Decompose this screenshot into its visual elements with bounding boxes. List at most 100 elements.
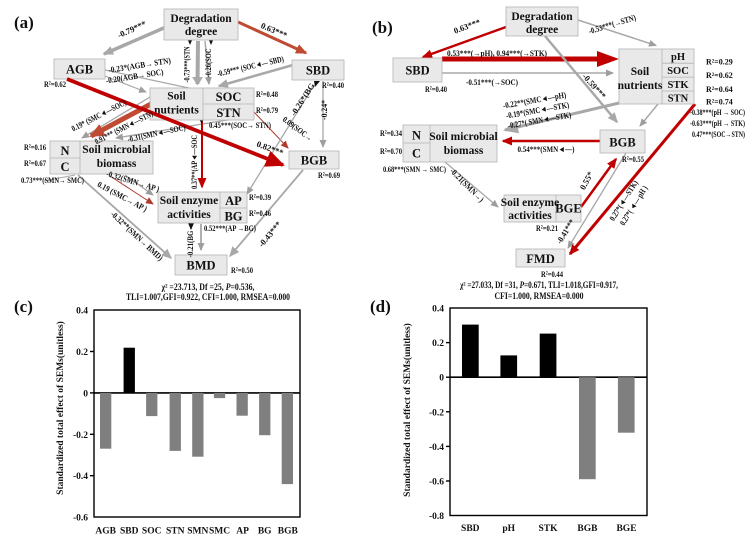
svg-text:C: C <box>412 147 421 161</box>
svg-text:R²=0.21: R²=0.21 <box>536 223 558 233</box>
svg-text:R²=0.55: R²=0.55 <box>622 154 644 164</box>
svg-text:SBD: SBD <box>461 524 480 534</box>
svg-text:biomass: biomass <box>97 158 137 170</box>
svg-text:SOC: SOC <box>142 527 162 537</box>
svg-text:(d): (d) <box>370 297 391 316</box>
svg-text:Soil: Soil <box>167 91 186 103</box>
svg-text:-0.4: -0.4 <box>429 443 444 453</box>
svg-text:0.73***(SMN→ SMC): 0.73***(SMN→ SMC) <box>21 175 84 185</box>
svg-text:FMD: FMD <box>526 252 554 266</box>
svg-text:STN: STN <box>216 106 240 120</box>
svg-text:BGE: BGE <box>555 202 581 216</box>
svg-text:χ² =27.033, Df =31, P=0.671, T: χ² =27.033, Df =31, P=0.671, TLI=1.018,G… <box>459 280 618 290</box>
svg-text:N: N <box>412 129 421 143</box>
svg-text:TLI=1.007,GFI=0.922, CFI=1.000: TLI=1.007,GFI=0.922, CFI=1.000, RMSEA=0.… <box>126 292 290 302</box>
svg-text:AP: AP <box>236 527 249 537</box>
svg-text:Soil enzyme: Soil enzyme <box>501 197 559 209</box>
svg-text:BGB: BGB <box>301 154 327 168</box>
svg-text:STN: STN <box>166 527 185 537</box>
svg-text:nutrients: nutrients <box>618 80 663 92</box>
svg-text:-0.2: -0.2 <box>429 408 444 418</box>
svg-text:-0.43***: -0.43*** <box>256 219 283 249</box>
svg-text:Standardized total effect of: Standardized total effect of SEMs(unitle… <box>402 323 413 497</box>
svg-text:Degradation: Degradation <box>511 11 573 23</box>
svg-text:-0.21(BG: -0.21(BG <box>185 230 195 257</box>
svg-text:-0.24*: -0.24* <box>319 100 329 120</box>
svg-text:SMN: SMN <box>187 527 208 537</box>
svg-text:R²=0.48: R²=0.48 <box>256 89 278 99</box>
svg-text:0: 0 <box>83 389 88 399</box>
svg-text:AP: AP <box>225 194 242 208</box>
svg-text:pH: pH <box>502 524 515 534</box>
svg-text:R²=0.44: R²=0.44 <box>541 269 564 279</box>
svg-text:Soil: Soil <box>631 66 650 78</box>
svg-text:R²=0.50: R²=0.50 <box>231 265 253 275</box>
svg-text:R²=0.79: R²=0.79 <box>256 105 278 115</box>
svg-text:R²=0.69: R²=0.69 <box>318 170 340 180</box>
svg-text:(c): (c) <box>14 297 33 316</box>
svg-text:-0.2: -0.2 <box>73 431 88 441</box>
svg-text:0.47***(SOC→STN): 0.47***(SOC→STN) <box>692 130 745 139</box>
svg-text:BGB: BGB <box>609 136 635 150</box>
svg-text:pH: pH <box>671 52 685 63</box>
svg-text:R²=0.34: R²=0.34 <box>380 128 403 138</box>
svg-text:degree: degree <box>526 24 558 36</box>
svg-text:SBD: SBD <box>405 64 429 78</box>
svg-text:0.52***(AP →BG): 0.52***(AP →BG) <box>204 223 256 233</box>
svg-text:0.55*: 0.55* <box>577 170 595 192</box>
svg-text:-0.21(SMN→): -0.21(SMN→) <box>448 166 486 204</box>
svg-text:SOC: SOC <box>667 66 689 77</box>
svg-text:-0.51***(→SOC): -0.51***(→SOC) <box>466 77 518 87</box>
svg-text:BMD: BMD <box>186 259 215 273</box>
svg-text:STN: STN <box>668 94 689 105</box>
svg-text:R²=0.40: R²=0.40 <box>322 80 344 90</box>
svg-text:R²=0.29: R²=0.29 <box>706 58 733 67</box>
svg-text:R²=0.70: R²=0.70 <box>380 146 402 156</box>
svg-text:SBD: SBD <box>306 64 330 78</box>
svg-text:Standardized total effect of: Standardized total effect of SEMs(unitle… <box>55 321 66 495</box>
svg-text:STK: STK <box>667 80 689 91</box>
svg-text:R²=0.46: R²=0.46 <box>249 208 271 218</box>
svg-text:-0.4: -0.4 <box>73 472 88 482</box>
svg-text:R²=0.40: R²=0.40 <box>425 84 447 94</box>
svg-text:degree: degree <box>185 26 217 38</box>
svg-text:R²=0.62: R²=0.62 <box>44 79 66 89</box>
svg-text:-0.26(SOC: -0.26(SOC <box>203 49 213 78</box>
svg-text:0.63***: 0.63*** <box>452 17 481 36</box>
svg-text:0.4: 0.4 <box>432 305 444 315</box>
svg-text:Soil microbial: Soil microbial <box>82 144 150 156</box>
svg-text:R²=0.62: R²=0.62 <box>706 71 733 80</box>
svg-text:(a): (a) <box>14 13 34 32</box>
svg-text:0: 0 <box>439 374 444 384</box>
svg-text:Soil enzyme: Soil enzyme <box>160 195 218 207</box>
svg-text:BGB: BGB <box>278 527 299 537</box>
svg-text:-0.73***(STN: -0.73***(STN <box>182 46 192 83</box>
svg-text:BG: BG <box>258 527 272 537</box>
svg-text:0.53***(→pH), 0.94***(→STK): 0.53***(→pH), 0.94***(→STK) <box>447 48 547 58</box>
svg-text:χ² =23.713, Df =25, P=0.536,: χ² =23.713, Df =25, P=0.536, <box>161 282 255 292</box>
svg-text:R²=0.16: R²=0.16 <box>24 142 46 152</box>
svg-text:STK: STK <box>538 524 558 534</box>
svg-text:-0.32**(SMN→ BMD): -0.32**(SMN→ BMD) <box>109 209 166 263</box>
svg-text:0.2: 0.2 <box>76 348 88 358</box>
svg-text:R²=0.67: R²=0.67 <box>24 158 47 168</box>
svg-text:-0.6: -0.6 <box>429 478 444 488</box>
svg-text:C: C <box>60 160 69 174</box>
svg-text:0.68***(SMN → SMC): 0.68***(SMN → SMC) <box>383 164 446 174</box>
svg-text:Soil microbial: Soil microbial <box>429 131 497 143</box>
svg-text:-0.59*** (SOC◄— SBD): -0.59*** (SOC◄— SBD) <box>216 54 285 79</box>
svg-text:0.54***(SMN◄—): 0.54***(SMN◄—) <box>518 144 575 154</box>
svg-text:SOC: SOC <box>216 90 242 104</box>
svg-text:R²=0.64: R²=0.64 <box>706 85 733 94</box>
svg-text:BGE: BGE <box>616 524 636 534</box>
svg-text:0.2: 0.2 <box>432 339 444 349</box>
svg-text:CFI=1.000, RMSEA=0.000: CFI=1.000, RMSEA=0.000 <box>495 291 584 301</box>
svg-text:SBD: SBD <box>120 527 139 537</box>
svg-text:nutrients: nutrients <box>154 105 199 117</box>
svg-text:biomass: biomass <box>444 145 484 157</box>
svg-text:activities: activities <box>167 209 211 221</box>
svg-text:0.09(SOC→: 0.09(SOC→ <box>281 114 315 143</box>
svg-text:AGB: AGB <box>95 527 116 537</box>
svg-text:R²=0.74: R²=0.74 <box>706 98 733 107</box>
svg-text:BG: BG <box>224 210 242 224</box>
